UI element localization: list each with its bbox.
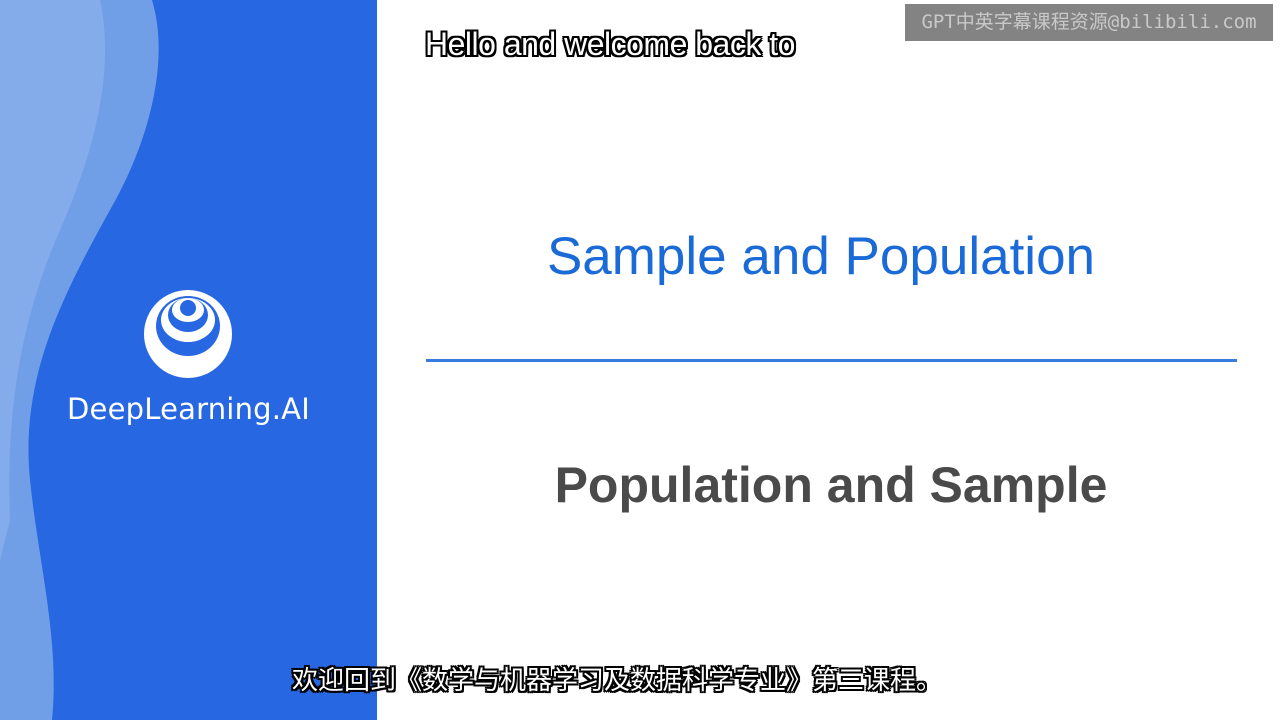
chinese-subtitle-caption: 欢迎回到《数学与机器学习及数据科学专业》第三课程。	[292, 666, 943, 696]
slide-title: Sample and Population	[546, 227, 1096, 286]
english-subtitle-caption: Hello and welcome back to	[425, 26, 795, 62]
deeplearning-logo-icon	[144, 290, 232, 378]
slide-subtitle: Population and Sample	[554, 457, 1108, 513]
wave-decoration	[0, 0, 159, 720]
watermark-banner: GPT中英字幕课程资源@bilibili.com	[905, 4, 1273, 41]
brand-name: DeepLearning.AI	[67, 392, 310, 426]
title-divider	[426, 359, 1237, 362]
brand-panel: DeepLearning.AI	[0, 0, 377, 720]
